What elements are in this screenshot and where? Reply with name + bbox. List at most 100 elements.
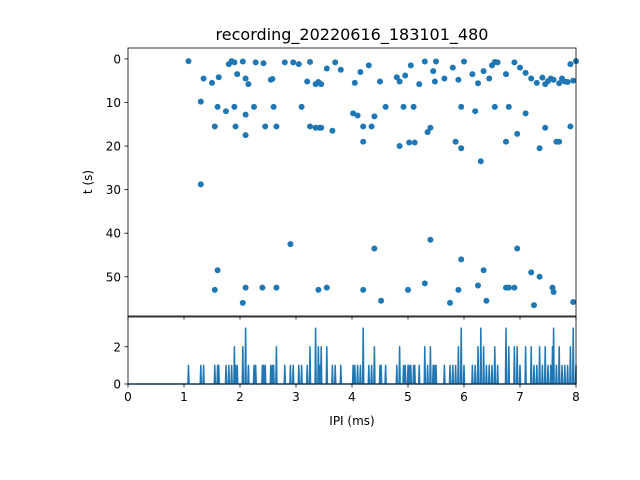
scatter-point <box>455 76 462 83</box>
scatter-point <box>304 78 311 85</box>
histogram-x-tick-label: 8 <box>572 390 580 404</box>
scatter-point <box>223 108 229 115</box>
scatter-point <box>406 139 413 146</box>
scatter-point <box>522 110 529 117</box>
scatter-point <box>407 62 414 69</box>
scatter-point <box>550 289 557 296</box>
scatter-point <box>522 69 529 76</box>
scatter-point <box>354 112 361 119</box>
scatter-point <box>405 286 411 293</box>
scatter-point <box>550 76 557 83</box>
scatter-point <box>458 103 465 110</box>
scatter-point <box>430 68 437 75</box>
scatter-point <box>514 245 521 252</box>
y-axis-label: t (s) <box>81 170 95 194</box>
histogram-x-tick-label: 4 <box>348 390 356 404</box>
scatter-point <box>273 284 280 291</box>
scatter-point <box>360 123 367 130</box>
scatter-point <box>251 103 257 110</box>
scatter-point <box>447 299 453 306</box>
scatter-point <box>411 139 418 146</box>
scatter-point <box>452 138 459 145</box>
scatter-point <box>242 132 249 139</box>
histogram-y-ticks: 02 <box>113 340 128 392</box>
scatter-point <box>441 75 448 82</box>
scatter-point <box>323 284 330 291</box>
scatter-point <box>570 77 577 84</box>
scatter-point <box>371 245 378 252</box>
scatter-point <box>416 81 423 88</box>
histogram-x-tick-label: 7 <box>516 390 524 404</box>
scatter-points <box>185 58 579 309</box>
scatter-point <box>480 267 487 274</box>
scatter-point <box>458 145 465 152</box>
y-tick-label: 0 <box>113 52 121 66</box>
scatter-point <box>234 71 241 78</box>
scatter-point <box>298 103 305 110</box>
scatter-point <box>503 138 509 145</box>
scatter-point <box>269 75 276 82</box>
scatter-point <box>486 75 493 82</box>
scatter-point <box>396 143 403 150</box>
scatter-point <box>449 64 456 71</box>
scatter-point <box>239 299 246 306</box>
histogram-x-tick-label: 2 <box>236 390 244 404</box>
scatter-point <box>351 79 358 86</box>
scatter-point <box>505 103 512 110</box>
scatter-point <box>564 78 571 85</box>
scatter-point <box>350 110 357 117</box>
scatter-point <box>567 123 574 130</box>
scatter-point <box>556 80 563 87</box>
y-tick-label: 20 <box>106 140 121 154</box>
scatter-point <box>570 299 577 306</box>
scatter-point <box>461 58 467 65</box>
scatter-point <box>281 59 288 66</box>
scatter-point <box>469 71 476 78</box>
scatter-point <box>503 71 509 78</box>
scatter-y-ticks: 0 10 20 30 40 50 <box>106 52 128 284</box>
scatter-point <box>421 58 428 65</box>
scatter-point <box>396 78 403 85</box>
scatter-point <box>491 103 498 110</box>
y-tick-label: 50 <box>106 270 121 284</box>
scatter-point <box>424 129 431 136</box>
scatter-point <box>427 236 434 243</box>
scatter-point <box>239 58 246 65</box>
scatter-point <box>421 280 428 287</box>
scatter-point <box>542 124 549 131</box>
scatter-point <box>455 286 462 293</box>
scatter-point <box>290 59 297 66</box>
y-tick-label: 30 <box>106 183 121 197</box>
scatter-point <box>511 284 518 291</box>
scatter-point <box>528 269 535 276</box>
scatter-point <box>242 111 249 118</box>
scatter-point <box>505 284 512 291</box>
scatter-point <box>260 60 267 67</box>
scatter-point <box>536 145 543 152</box>
histogram-x-ticks: 0 1 2 3 4 5 6 7 8 <box>124 384 580 404</box>
histogram-line <box>128 327 577 385</box>
scatter-point <box>567 61 574 68</box>
x-axis-label: IPI (ms) <box>329 414 374 428</box>
scatter-point <box>232 123 239 130</box>
scatter-point <box>231 59 238 66</box>
scatter-point <box>185 58 192 65</box>
y-tick-label: 10 <box>106 96 121 110</box>
scatter-point <box>315 286 322 293</box>
scatter-point <box>242 284 249 291</box>
scatter-point <box>259 284 266 291</box>
scatter-point <box>410 103 417 110</box>
scatter-point <box>245 81 252 88</box>
scatter-point <box>318 81 325 88</box>
scatter-point <box>231 103 238 110</box>
scatter-point <box>472 108 479 115</box>
scatter-point <box>480 68 487 75</box>
scatter-point <box>215 74 222 81</box>
scatter-point <box>287 241 294 248</box>
scatter-point <box>365 62 372 69</box>
scatter-point <box>323 65 330 72</box>
histogram-y-tick-label: 2 <box>113 340 121 354</box>
